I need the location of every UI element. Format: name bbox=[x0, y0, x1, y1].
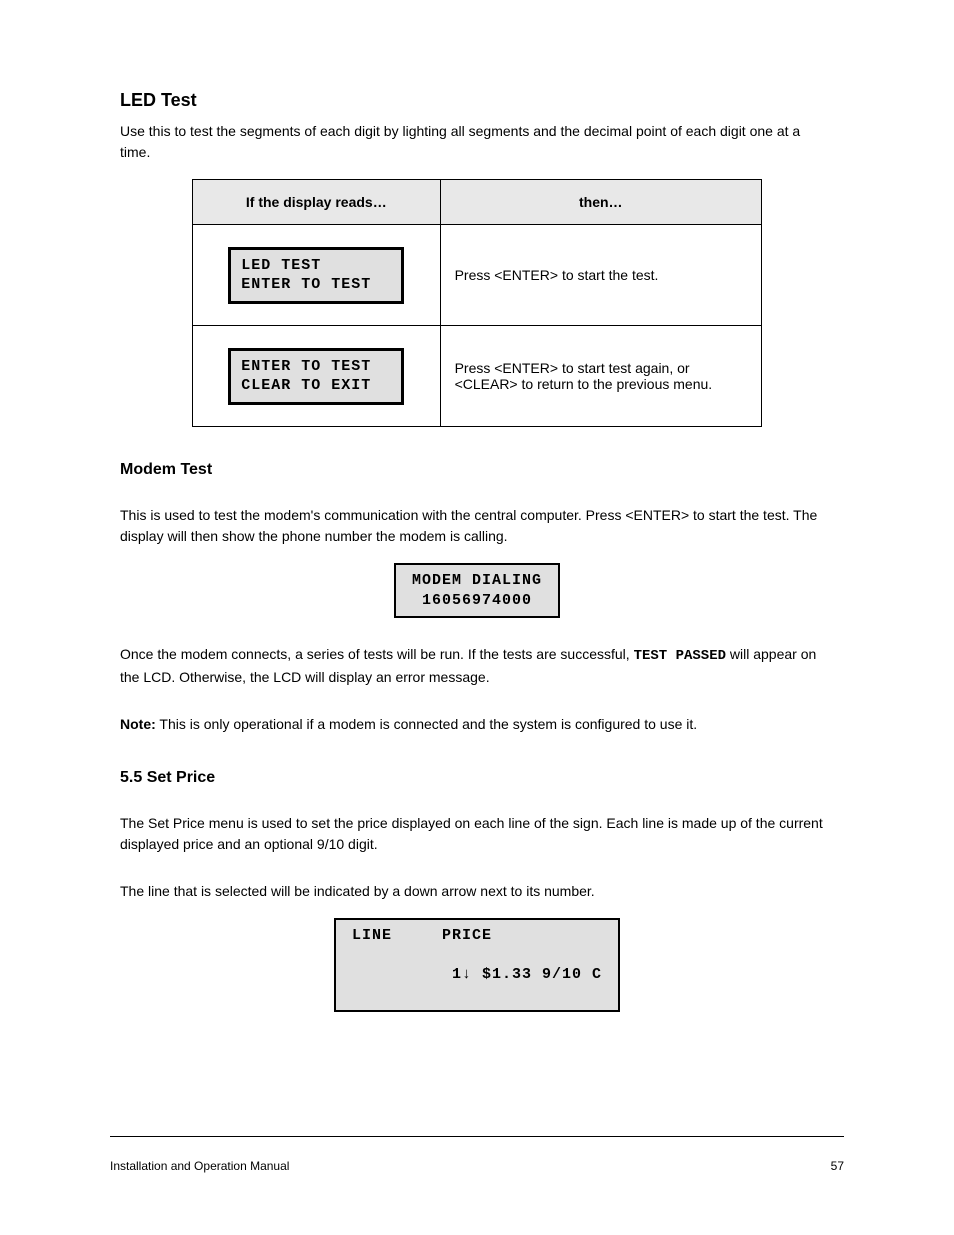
footer-page-number: 57 bbox=[831, 1159, 844, 1173]
table-header-left: If the display reads… bbox=[193, 180, 441, 225]
section-heading-led-test: LED Test bbox=[120, 90, 834, 111]
lcd-line: LINE PRICE bbox=[352, 926, 602, 946]
table-row: LED TEST ENTER TO TEST Press <ENTER> to … bbox=[193, 225, 762, 326]
lcd-screen-modem: MODEM DIALING 16056974000 bbox=[394, 563, 560, 618]
page: LED Test Use this to test the segments o… bbox=[0, 0, 954, 1235]
section-heading-set-price: 5.5 Set Price bbox=[120, 769, 834, 787]
modem-note: Note: This is only operational if a mode… bbox=[120, 714, 834, 735]
lcd-line: CLEAR TO EXIT bbox=[241, 376, 391, 396]
intro-text: Use this to test the segments of each di… bbox=[120, 121, 834, 163]
text-span: Once the modem connects, a series of tes… bbox=[120, 646, 634, 662]
lcd-wrapper: LINE PRICE 1↓ $1.33 9/10 C bbox=[120, 918, 834, 1012]
footer-doc-title: Installation and Operation Manual bbox=[110, 1159, 289, 1173]
table-cell-display: LED TEST ENTER TO TEST bbox=[193, 225, 441, 326]
instruction-table: If the display reads… then… LED TEST ENT… bbox=[192, 179, 762, 427]
lcd-line: 1↓ $1.33 9/10 C bbox=[352, 946, 602, 1005]
table-cell-action: Press <ENTER> to start the test. bbox=[440, 225, 761, 326]
lcd-wrapper: MODEM DIALING 16056974000 bbox=[120, 563, 834, 618]
lcd-line: MODEM DIALING bbox=[412, 571, 542, 591]
lcd-line: LED TEST bbox=[241, 256, 391, 276]
set-price-paragraph-1: The Set Price menu is used to set the pr… bbox=[120, 813, 834, 855]
lcd-screen: LED TEST ENTER TO TEST bbox=[228, 247, 404, 304]
footer-rule bbox=[110, 1136, 844, 1137]
page-footer: Installation and Operation Manual 57 bbox=[110, 1159, 844, 1173]
table-header-right: then… bbox=[440, 180, 761, 225]
content-area: LED Test Use this to test the segments o… bbox=[120, 90, 834, 1028]
lcd-line: 16056974000 bbox=[412, 591, 542, 611]
modem-paragraph-2: Once the modem connects, a series of tes… bbox=[120, 644, 834, 688]
set-price-paragraph-2: The line that is selected will be indica… bbox=[120, 881, 834, 902]
table-row: ENTER TO TEST CLEAR TO EXIT Press <ENTER… bbox=[193, 326, 762, 427]
note-text: This is only operational if a modem is c… bbox=[156, 716, 697, 732]
section-heading-modem-test: Modem Test bbox=[120, 461, 834, 479]
lcd-line: ENTER TO TEST bbox=[241, 357, 391, 377]
lcd-line: ENTER TO TEST bbox=[241, 275, 391, 295]
table-cell-action: Press <ENTER> to start test again, or <C… bbox=[440, 326, 761, 427]
table-header-row: If the display reads… then… bbox=[193, 180, 762, 225]
status-code: TEST PASSED bbox=[634, 648, 726, 664]
lcd-line-text: 1↓ $1.33 9/10 C bbox=[452, 966, 602, 983]
lcd-screen: ENTER TO TEST CLEAR TO EXIT bbox=[228, 348, 404, 405]
modem-paragraph-1: This is used to test the modem's communi… bbox=[120, 505, 834, 547]
table-cell-display: ENTER TO TEST CLEAR TO EXIT bbox=[193, 326, 441, 427]
note-label: Note: bbox=[120, 716, 156, 732]
lcd-screen-price: LINE PRICE 1↓ $1.33 9/10 C bbox=[334, 918, 620, 1012]
